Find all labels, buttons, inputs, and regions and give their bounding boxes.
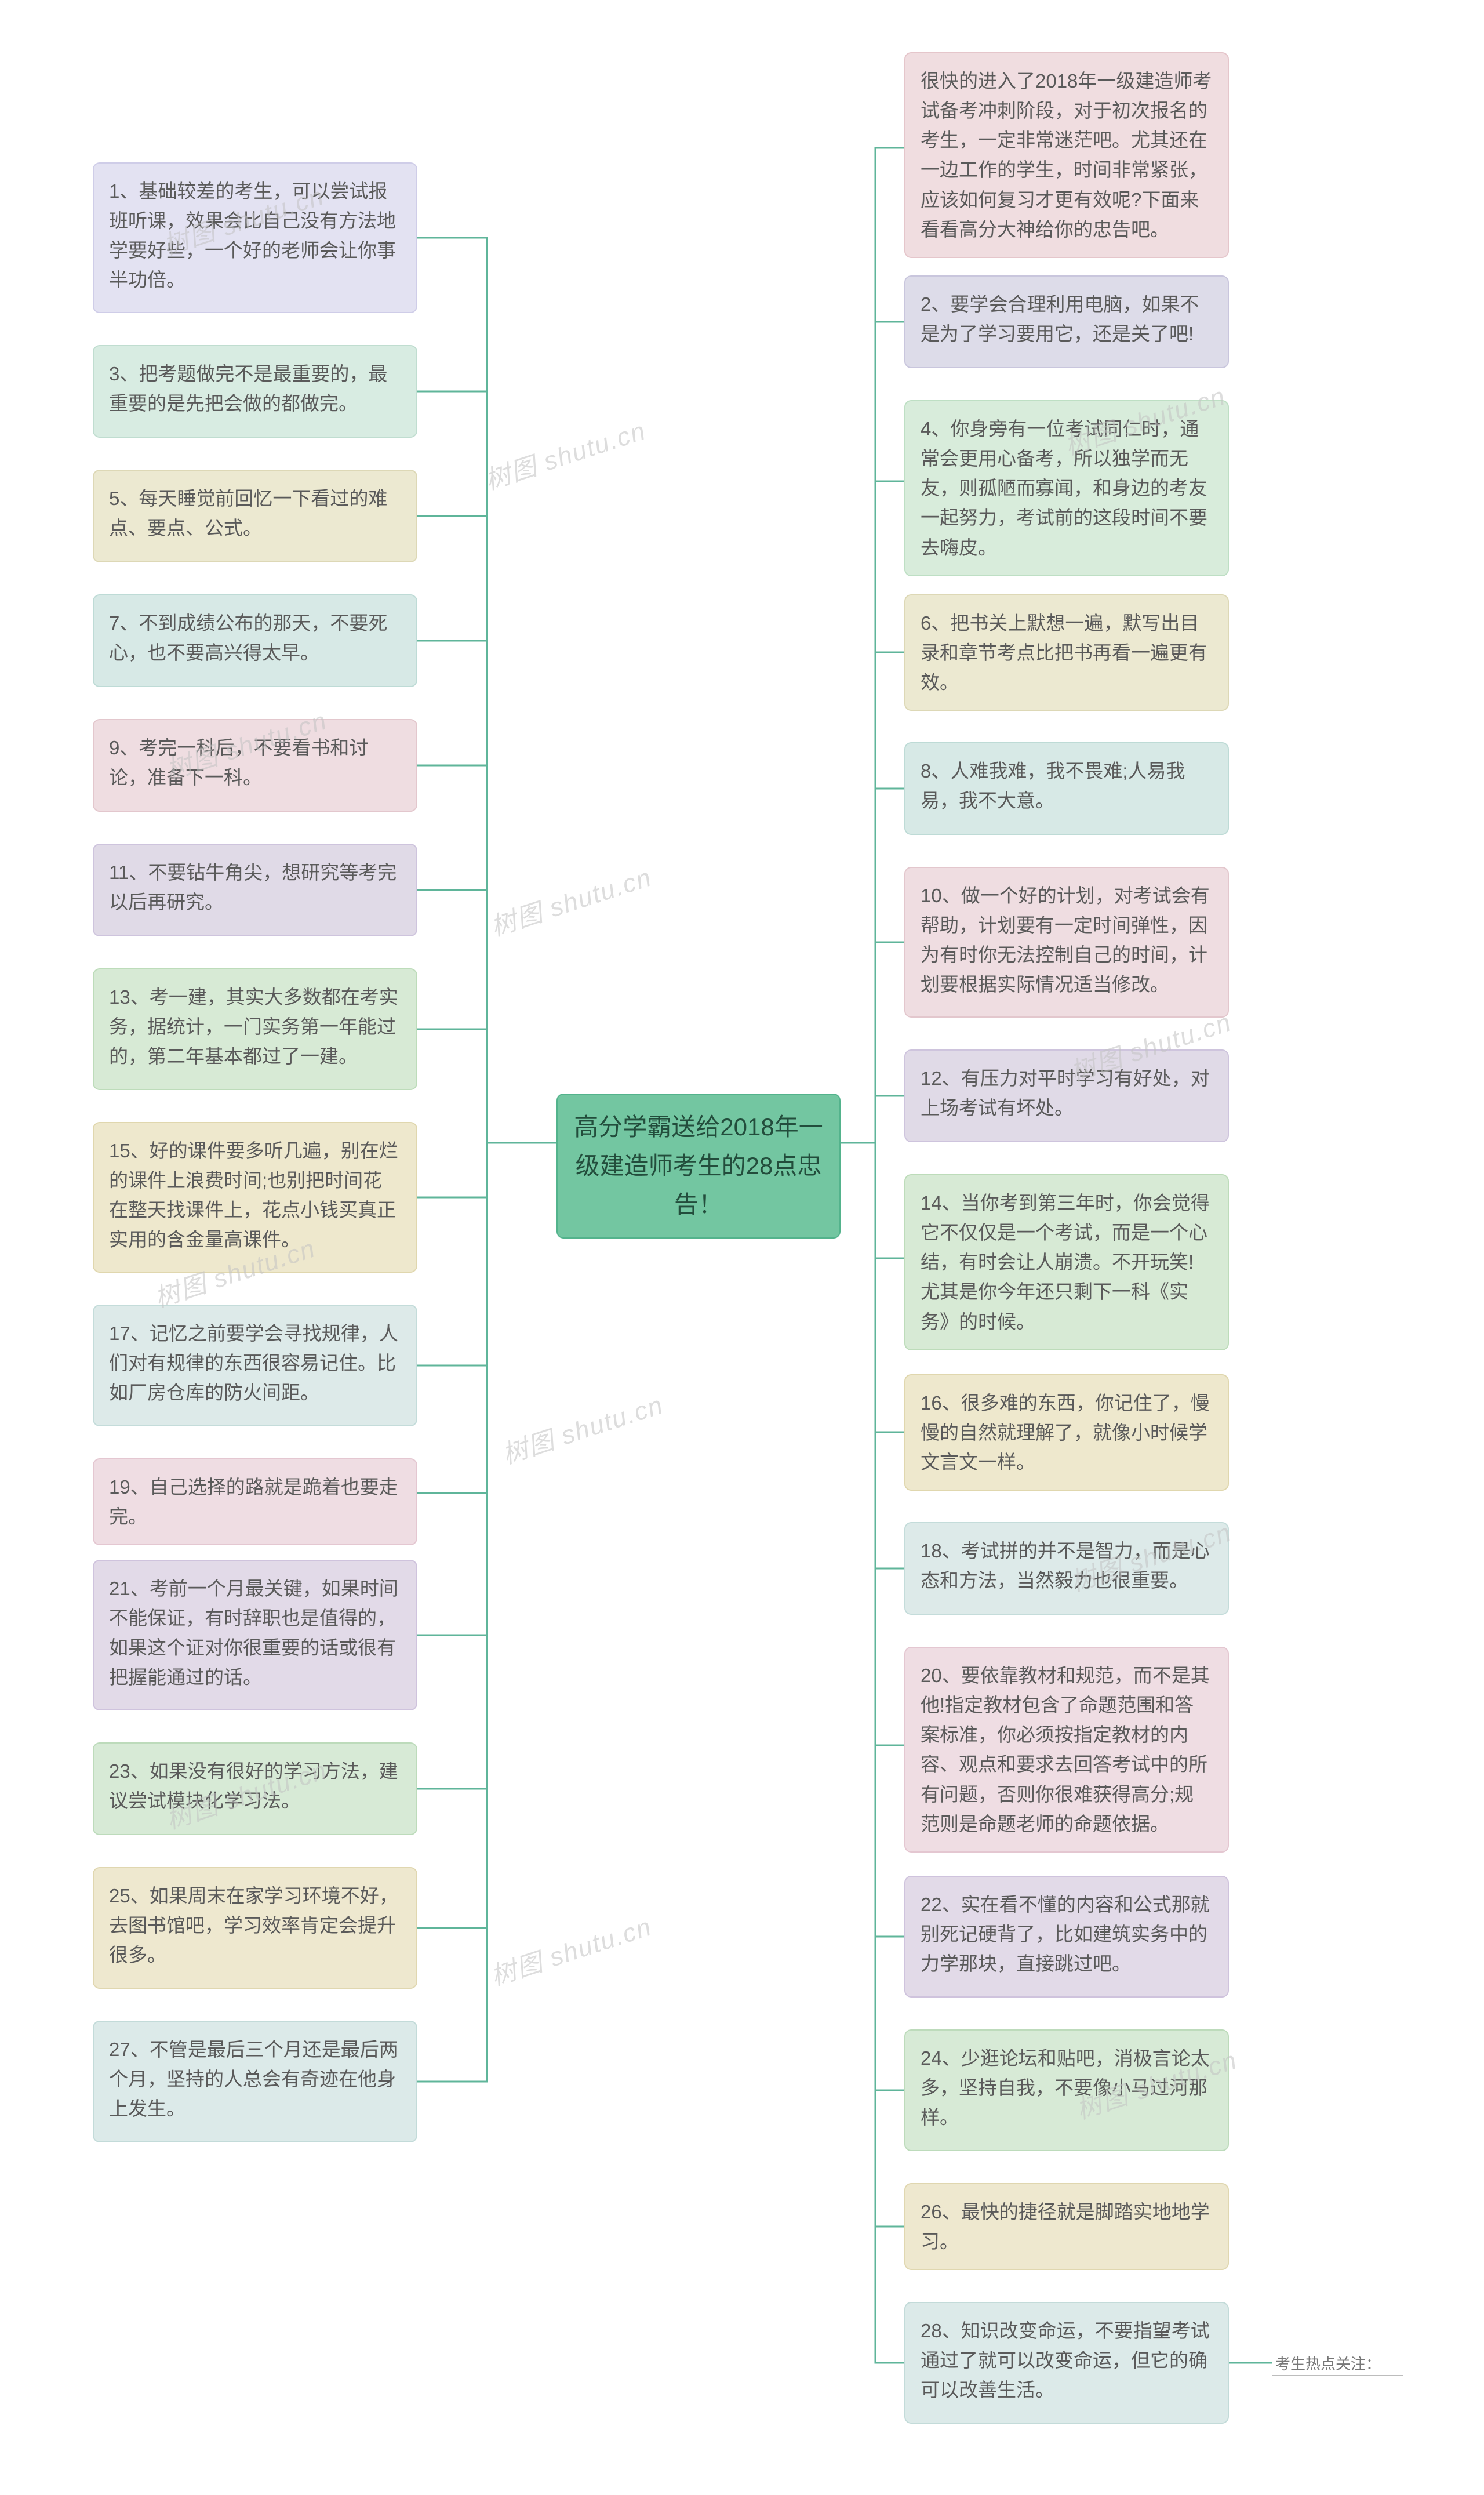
mindmap-node: 24、少逛论坛和贴吧，消极言论太多，坚持自我，不要像小马过河那样。	[904, 2029, 1229, 2151]
mindmap-node: 27、不管是最后三个月还是最后两个月，坚持的人总会有奇迹在他身上发生。	[93, 2021, 417, 2142]
mindmap-node: 26、最快的捷径就是脚踏实地地学习。	[904, 2183, 1229, 2270]
mindmap-node: 12、有压力对平时学习有好处，对上场考试有坏处。	[904, 1049, 1229, 1142]
mindmap-node: 8、人难我难，我不畏难;人易我易，我不大意。	[904, 742, 1229, 835]
mindmap-node: 23、如果没有很好的学习方法，建议尝试模块化学习法。	[93, 1742, 417, 1835]
tail-note: 考生热点关注：	[1275, 2352, 1381, 2374]
mindmap-node: 21、考前一个月最关键，如果时间不能保证，有时辞职也是值得的，如果这个证对你很重…	[93, 1560, 417, 1710]
mindmap-node: 5、每天睡觉前回忆一下看过的难点、要点、公式。	[93, 470, 417, 562]
mindmap-node: 22、实在看不懂的内容和公式那就别死记硬背了，比如建筑实务中的力学那块，直接跳过…	[904, 1876, 1229, 1998]
mindmap-node: 3、把考题做完不是最重要的，最重要的是先把会做的都做完。	[93, 345, 417, 438]
mindmap-node: 16、很多难的东西，你记住了，慢慢的自然就理解了，就像小时候学文言文一样。	[904, 1374, 1229, 1491]
mindmap-node: 25、如果周末在家学习环境不好，去图书馆吧，学习效率肯定会提升很多。	[93, 1867, 417, 1989]
mindmap-node: 18、考试拼的并不是智力，而是心态和方法，当然毅力也很重要。	[904, 1522, 1229, 1615]
mindmap-node: 14、当你考到第三年时，你会觉得它不仅仅是一个考试，而是一个心结，有时会让人崩溃…	[904, 1174, 1229, 1350]
mindmap-node: 13、考一建，其实大多数都在考实务，据统计，一门实务第一年能过的，第二年基本都过…	[93, 968, 417, 1090]
mindmap-node: 10、做一个好的计划，对考试会有帮助，计划要有一定时间弹性，因为有时你无法控制自…	[904, 867, 1229, 1018]
mindmap-node: 11、不要钻牛角尖，想研究等考完以后再研究。	[93, 844, 417, 936]
watermark: 树图 shutu.cn	[485, 856, 656, 943]
mindmap-node: 很快的进入了2018年一级建造师考试备考冲刺阶段，对于初次报名的考生，一定非常迷…	[904, 52, 1229, 258]
mindmap-node: 6、把书关上默想一遍，默写出目录和章节考点比把书再看一遍更有效。	[904, 594, 1229, 711]
mindmap-canvas: 高分学霸送给2018年一级建造师考生的28点忠告！ 1、基础较差的考生，可以尝试报…	[0, 0, 1484, 2495]
mindmap-node: 2、要学会合理利用电脑，如果不是为了学习要用它，还是关了吧!	[904, 275, 1229, 368]
watermark: 树图 shutu.cn	[479, 410, 650, 497]
watermark: 树图 shutu.cn	[497, 1384, 667, 1471]
watermark: 树图 shutu.cn	[485, 1906, 656, 1993]
mindmap-node: 28、知识改变命运，不要指望考试通过了就可以改变命运，但它的确可以改善生活。	[904, 2302, 1229, 2424]
mindmap-node: 高分学霸送给2018年一级建造师考生的28点忠告！	[556, 1094, 841, 1239]
mindmap-node: 4、你身旁有一位考试同仁时，通常会更用心备考，所以独学而无友，则孤陋而寡闻，和身…	[904, 400, 1229, 576]
mindmap-node: 19、自己选择的路就是跪着也要走完。	[93, 1458, 417, 1545]
mindmap-node: 17、记忆之前要学会寻找规律，人们对有规律的东西很容易记住。比如厂房仓库的防火间…	[93, 1305, 417, 1426]
mindmap-node: 20、要依靠教材和规范，而不是其他!指定教材包含了命题范围和答案标准，你必须按指…	[904, 1647, 1229, 1853]
mindmap-node: 15、好的课件要多听几遍，别在烂的课件上浪费时间;也别把时间花在整天找课件上，花…	[93, 1122, 417, 1273]
mindmap-node: 7、不到成绩公布的那天，不要死心，也不要高兴得太早。	[93, 594, 417, 687]
mindmap-node: 9、考完一科后，不要看书和讨论，准备下一科。	[93, 719, 417, 812]
mindmap-node: 1、基础较差的考生，可以尝试报班听课，效果会比自己没有方法地学要好些，一个好的老…	[93, 162, 417, 313]
